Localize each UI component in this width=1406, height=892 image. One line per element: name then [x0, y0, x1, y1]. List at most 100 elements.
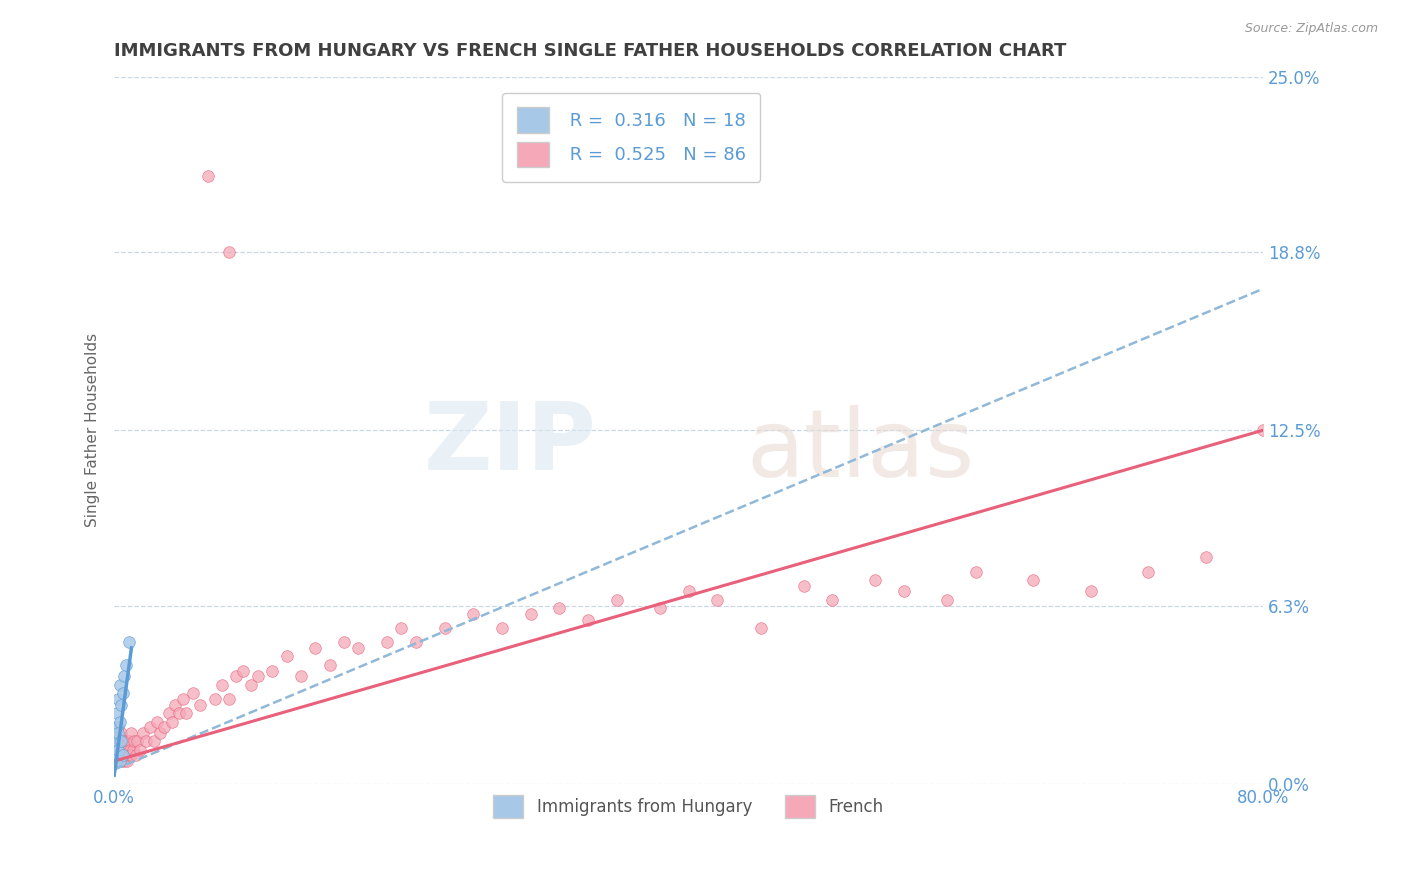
- Point: [333, 635, 356, 649]
- Point: [111, 686, 134, 700]
- Point: [107, 691, 129, 706]
- Point: [129, 743, 152, 757]
- Point: [204, 691, 226, 706]
- Point: [104, 754, 127, 768]
- Point: [648, 601, 671, 615]
- Point: [105, 720, 128, 734]
- Point: [218, 691, 240, 706]
- Point: [1195, 550, 1218, 565]
- Point: [105, 748, 128, 763]
- Point: [112, 743, 135, 757]
- Point: [111, 734, 134, 748]
- Point: [107, 743, 129, 757]
- Point: [433, 621, 456, 635]
- Point: [124, 734, 146, 748]
- Point: [112, 669, 135, 683]
- Point: [1080, 584, 1102, 599]
- Point: [163, 698, 186, 712]
- Point: [1137, 565, 1160, 579]
- Point: [108, 678, 131, 692]
- Point: [110, 743, 132, 757]
- Point: [104, 734, 127, 748]
- Point: [111, 748, 134, 763]
- Point: [167, 706, 190, 720]
- Point: [519, 607, 541, 621]
- Point: [111, 748, 134, 763]
- Point: [143, 734, 166, 748]
- Point: [405, 635, 427, 649]
- Point: [749, 621, 772, 635]
- Point: [108, 734, 131, 748]
- Point: [276, 649, 298, 664]
- Point: [865, 573, 887, 587]
- Point: [127, 734, 149, 748]
- Point: [678, 584, 700, 599]
- Point: [576, 613, 599, 627]
- Point: [174, 706, 197, 720]
- Point: [821, 593, 844, 607]
- Point: [105, 726, 128, 740]
- Point: [105, 706, 128, 720]
- Point: [105, 748, 128, 763]
- Point: [110, 734, 132, 748]
- Point: [606, 593, 628, 607]
- Point: [114, 748, 136, 763]
- Point: [117, 748, 139, 763]
- Point: [107, 720, 129, 734]
- Point: [107, 754, 129, 768]
- Point: [893, 584, 915, 599]
- Point: [706, 593, 728, 607]
- Point: [110, 698, 132, 712]
- Point: [463, 607, 485, 621]
- Text: IMMIGRANTS FROM HUNGARY VS FRENCH SINGLE FATHER HOUSEHOLDS CORRELATION CHART: IMMIGRANTS FROM HUNGARY VS FRENCH SINGLE…: [114, 42, 1067, 60]
- Point: [149, 726, 172, 740]
- Point: [218, 244, 240, 259]
- Text: atlas: atlas: [747, 405, 974, 498]
- Point: [114, 734, 136, 748]
- Point: [125, 748, 148, 763]
- Point: [114, 657, 136, 672]
- Point: [211, 678, 233, 692]
- Point: [135, 734, 157, 748]
- Point: [965, 565, 987, 579]
- Point: [246, 669, 269, 683]
- Point: [108, 754, 131, 768]
- Point: [117, 734, 139, 748]
- Point: [104, 754, 127, 768]
- Point: [146, 714, 169, 729]
- Point: [318, 657, 340, 672]
- Text: ZIP: ZIP: [423, 399, 596, 491]
- Point: [548, 601, 571, 615]
- Point: [391, 621, 413, 635]
- Text: Source: ZipAtlas.com: Source: ZipAtlas.com: [1244, 22, 1378, 36]
- Point: [375, 635, 398, 649]
- Point: [172, 691, 194, 706]
- Point: [239, 678, 262, 692]
- Point: [110, 726, 132, 740]
- Point: [121, 743, 143, 757]
- Point: [107, 726, 129, 740]
- Point: [1022, 573, 1045, 587]
- Point: [104, 734, 127, 748]
- Point: [304, 640, 326, 655]
- Point: [108, 714, 131, 729]
- Point: [232, 664, 254, 678]
- Point: [117, 635, 139, 649]
- Point: [132, 726, 155, 740]
- Point: [160, 714, 183, 729]
- Point: [120, 726, 142, 740]
- Point: [110, 754, 132, 768]
- Point: [115, 743, 138, 757]
- Point: [491, 621, 513, 635]
- Point: [225, 669, 247, 683]
- Legend: Immigrants from Hungary, French: Immigrants from Hungary, French: [486, 788, 890, 825]
- Point: [793, 579, 815, 593]
- Point: [118, 743, 141, 757]
- Point: [347, 640, 370, 655]
- Point: [139, 720, 162, 734]
- Y-axis label: Single Father Households: Single Father Households: [86, 333, 100, 527]
- Point: [190, 698, 212, 712]
- Point: [153, 720, 176, 734]
- Point: [936, 593, 959, 607]
- Point: [107, 743, 129, 757]
